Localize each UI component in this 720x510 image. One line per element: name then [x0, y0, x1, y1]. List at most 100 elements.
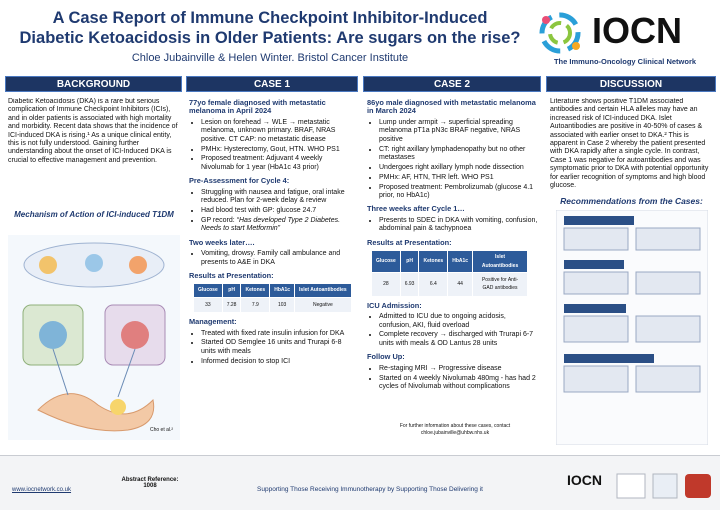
title: A Case Report of Immune Checkpoint Inhib…	[10, 8, 530, 48]
bullet: Started OD Semglee 16 units and Trurapi …	[201, 339, 355, 356]
discussion-text: Literature shows positive T1DM associate…	[550, 98, 709, 190]
subheading: Management:	[189, 317, 237, 327]
tagline: Supporting Those Receiving Immunotherapy…	[257, 486, 483, 493]
bullet: Complete recovery → discharged with Trur…	[379, 331, 538, 348]
subheading: Results at Presentation:	[189, 270, 274, 280]
bullet-list: Admitted to ICU due to ongoing acidosis,…	[367, 313, 538, 348]
table-header: Glucose pH Ketones HbA1c Islet Autoantib…	[193, 283, 352, 298]
header-cell: Glucose	[193, 283, 223, 298]
cell: 7.9	[240, 296, 271, 314]
recommendations-title: Recommendations from the Cases:	[560, 196, 703, 206]
bullet-list: Lump under armpit → superficial spreadin…	[367, 119, 538, 201]
logo-subtitle: The Immuno-Oncology Clinical Network	[553, 57, 697, 66]
step-box	[635, 227, 701, 251]
cell: Negative	[294, 296, 352, 314]
logo-dot	[542, 16, 550, 24]
step-box	[635, 271, 701, 295]
bullet: Admitted to ICU due to ongoing acidosis,…	[379, 313, 538, 330]
subheading: Follow Up:	[367, 352, 405, 362]
step	[563, 304, 701, 343]
partner-logo	[685, 474, 711, 498]
cell: 6.93	[399, 271, 420, 297]
bullet: Had blood test with GP: glucose 24.7	[201, 207, 355, 215]
header-cell: Islet Autoantibodies	[472, 250, 529, 273]
results-table: Glucose pH Ketones HbA1c Islet Autoantib…	[193, 283, 352, 314]
bullet: Lump under armpit → superficial spreadin…	[379, 119, 538, 144]
step-box	[563, 227, 629, 251]
table-row: 33 7.28 7.9 103 Negative	[193, 296, 352, 314]
recommendations-chart	[556, 210, 708, 445]
results-table: Glucose pH Ketones HbA1c Islet Autoantib…	[371, 250, 529, 297]
bullet-list: Lesion on forehead → WLE → metastatic me…	[189, 119, 355, 172]
cell: 28	[371, 271, 401, 297]
case-intro: 77yo female diagnosed with metastatic me…	[189, 98, 326, 116]
bullet: Undergoes right axillary lymph node diss…	[379, 164, 538, 172]
step-box	[563, 365, 629, 393]
figure-arrow	[117, 348, 136, 398]
cell: Positive for Anti-GAD antibodies	[472, 271, 529, 297]
background-text: Diabetic Ketoacidosis (DKA) is a rare bu…	[8, 98, 178, 164]
subheading: Three weeks after Cycle 1…	[367, 204, 465, 214]
islet	[110, 399, 126, 415]
cell: 33	[193, 296, 223, 314]
cell: 44	[447, 271, 474, 297]
step-header	[564, 354, 654, 363]
bullet: Treated with fixed rate insulin infusion…	[201, 330, 355, 338]
figure-cell	[129, 256, 147, 274]
step-box	[635, 315, 701, 343]
step	[563, 260, 701, 295]
footer-logo: IOCN	[567, 472, 602, 488]
partner-logo	[616, 473, 646, 499]
subheading: Results at Presentation:	[367, 237, 452, 247]
logo-dot	[572, 42, 580, 50]
bullet-list: Presents to SDEC in DKA with vomiting, c…	[367, 217, 538, 234]
step-header	[564, 216, 634, 225]
column-heading: DISCUSSION	[546, 76, 716, 92]
bullet-list: Vomiting, drowsy. Family call ambulance …	[189, 250, 355, 267]
column-heading: CASE 1	[186, 76, 358, 92]
step-box	[563, 271, 629, 295]
bullet: Struggling with nausea and fatigue, oral…	[201, 189, 355, 206]
column-heading: CASE 2	[363, 76, 541, 92]
header-cell: HbA1c	[269, 283, 296, 298]
case-intro: 86yo male diagnosed with metastatic mela…	[367, 98, 536, 116]
gp-label: GP record:	[201, 216, 237, 224]
bullet: Proposed treatment: Pembrolizumab (gluco…	[379, 184, 538, 201]
bullet: PMHx: Hysterectomy, Gout, HTN. WHO PS1	[201, 146, 355, 154]
cell: 7.28	[221, 296, 242, 314]
abstract-number: 1008	[143, 483, 157, 489]
bullet: Lesion on forehead → WLE → metastatic me…	[201, 119, 355, 144]
figure-cell	[39, 256, 57, 274]
mechanism-figure	[8, 235, 180, 440]
header-cell: Ketones	[240, 283, 271, 298]
subheading: Two weeks later….	[189, 237, 255, 247]
bullet: PMHx: AF, HTN, THR left. WHO PS1	[379, 174, 538, 182]
partner-logos	[616, 473, 711, 499]
figure-cell	[121, 321, 149, 349]
logo-ring	[539, 12, 581, 54]
figure-cell	[85, 254, 103, 272]
figure-title: Mechanism of Action of ICI-induced T1DM	[14, 210, 174, 219]
figure-credit: Cho et al.²	[150, 427, 174, 433]
title-line: Diabetic Ketoacidosis in Older Patients:…	[19, 29, 521, 47]
bullet: Started on 4 weekly Nivolumab 480mg - ha…	[379, 375, 538, 392]
logo-ring	[548, 21, 572, 45]
logo-text: IOCN	[592, 10, 682, 51]
abstract-label: Abstract Reference:	[121, 477, 179, 483]
step	[563, 216, 701, 251]
authors: Chloe Jubainville & Helen Winter. Bristo…	[131, 52, 409, 64]
figure-cell	[39, 321, 67, 349]
cell: 6.4	[418, 271, 449, 297]
step-box	[635, 365, 701, 393]
bullet: Presents to SDEC in DKA with vomiting, c…	[379, 217, 538, 234]
gp-quote: “Has developed Type 2 Diabetes. Needs to…	[201, 216, 341, 233]
case2-column: 86yo male diagnosed with metastatic mela…	[367, 97, 538, 452]
website: www.iocnetwork.co.uk	[12, 487, 72, 493]
title-line: A Case Report of Immune Checkpoint Inhib…	[52, 9, 488, 27]
bullet-list: Struggling with nausea and fatigue, oral…	[189, 189, 355, 234]
step-header	[564, 304, 626, 313]
subheading: Pre-Assessment for Cycle 4:	[189, 176, 290, 186]
step-box	[563, 315, 629, 343]
bullet: GP record: “Has developed Type 2 Diabete…	[201, 217, 355, 234]
